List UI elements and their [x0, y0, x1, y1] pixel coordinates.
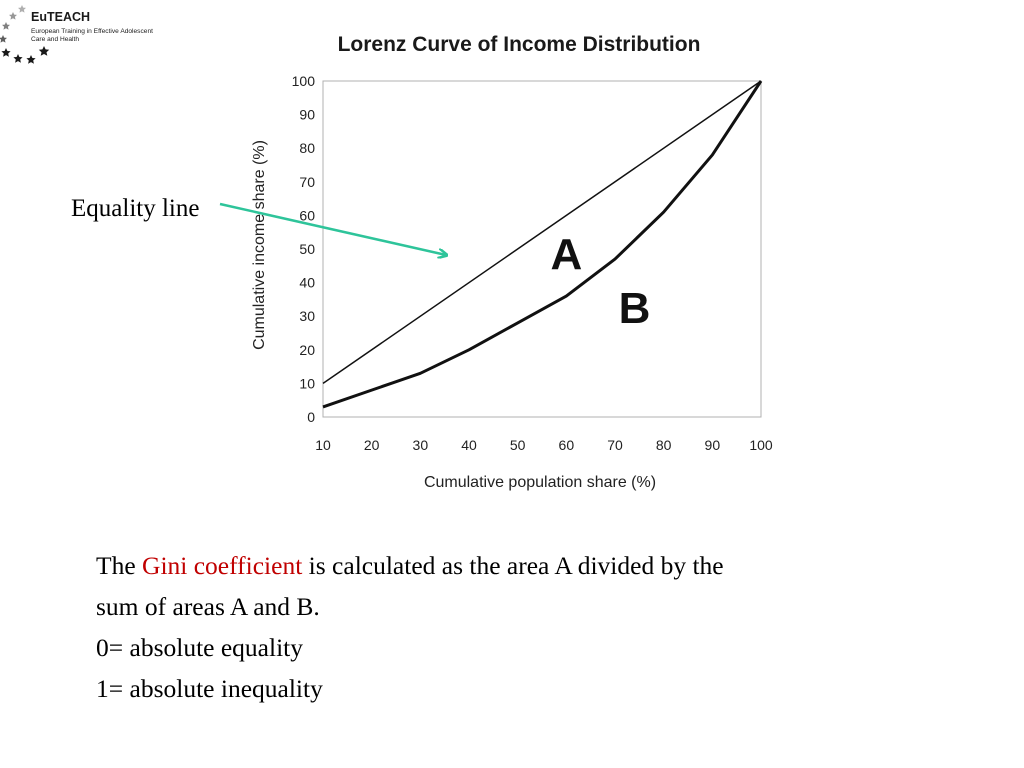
region-label-b: B	[619, 284, 651, 333]
lorenz-curve	[322, 80, 763, 409]
y-tick-label: 40	[299, 275, 315, 291]
explanation-line-3: 0= absolute equality	[96, 633, 304, 662]
equality-line-arrow	[219, 202, 446, 255]
text-plain: is calculated as the area A divided by t…	[302, 551, 724, 580]
explanation-line-1: The Gini coefficient is calculated as th…	[96, 545, 976, 586]
plot-area	[322, 80, 762, 418]
y-tick-label: 0	[307, 409, 315, 425]
x-tick-label: 100	[749, 437, 773, 453]
equality-line-label: Equality line	[71, 195, 200, 222]
x-tick-label: 50	[510, 437, 526, 453]
region-label-a: A	[550, 230, 582, 279]
x-tick-label: 10	[315, 437, 331, 453]
x-axis: 10 20 30 40 50 60 70 80 90 100	[315, 437, 773, 453]
explanation-text: The Gini coefficient is calculated as th…	[96, 545, 976, 709]
x-tick-label: 20	[364, 437, 380, 453]
equality-line	[322, 80, 762, 385]
logo-title: EuTEACH	[31, 10, 91, 24]
y-tick-label: 50	[299, 241, 315, 257]
y-tick-label: 60	[299, 207, 315, 223]
x-tick-label: 70	[607, 437, 623, 453]
logo-subtitle-line1: European Training in Effective Adolescen…	[31, 28, 153, 35]
x-tick-label: 60	[559, 437, 575, 453]
logo-subtitle-line2: Care and Health	[31, 36, 80, 43]
logo-subtitle: European Training in Effective Adolescen…	[31, 28, 153, 44]
logo-stars-icon	[0, 5, 50, 64]
x-tick-label: 80	[656, 437, 672, 453]
y-tick-label: 10	[299, 375, 315, 391]
y-tick-label: 30	[299, 308, 315, 324]
y-tick-label: 80	[299, 140, 315, 156]
explanation-line-2: sum of areas A and B.	[96, 592, 320, 621]
y-axis-label: Cumulative income share (%)	[251, 140, 268, 350]
euteach-logo: EuTEACH European Training in Effective A…	[0, 0, 175, 80]
x-tick-label: 90	[705, 437, 721, 453]
y-tick-label: 70	[299, 174, 315, 190]
y-tick-label: 90	[299, 107, 315, 123]
y-tick-label: 20	[299, 342, 315, 358]
y-tick-label: 100	[292, 73, 316, 89]
x-axis-label: Cumulative population share (%)	[424, 474, 656, 491]
chart-title: Lorenz Curve of Income Distribution	[338, 33, 701, 56]
text-plain: The	[96, 551, 143, 580]
x-tick-label: 30	[413, 437, 429, 453]
y-axis: 0 10 20 30 40 50 60 70 80 90 100	[292, 73, 316, 425]
gini-coefficient-term: Gini coefficient	[142, 551, 303, 580]
explanation-line-4: 1= absolute inequality	[96, 674, 323, 703]
x-tick-label: 40	[461, 437, 477, 453]
